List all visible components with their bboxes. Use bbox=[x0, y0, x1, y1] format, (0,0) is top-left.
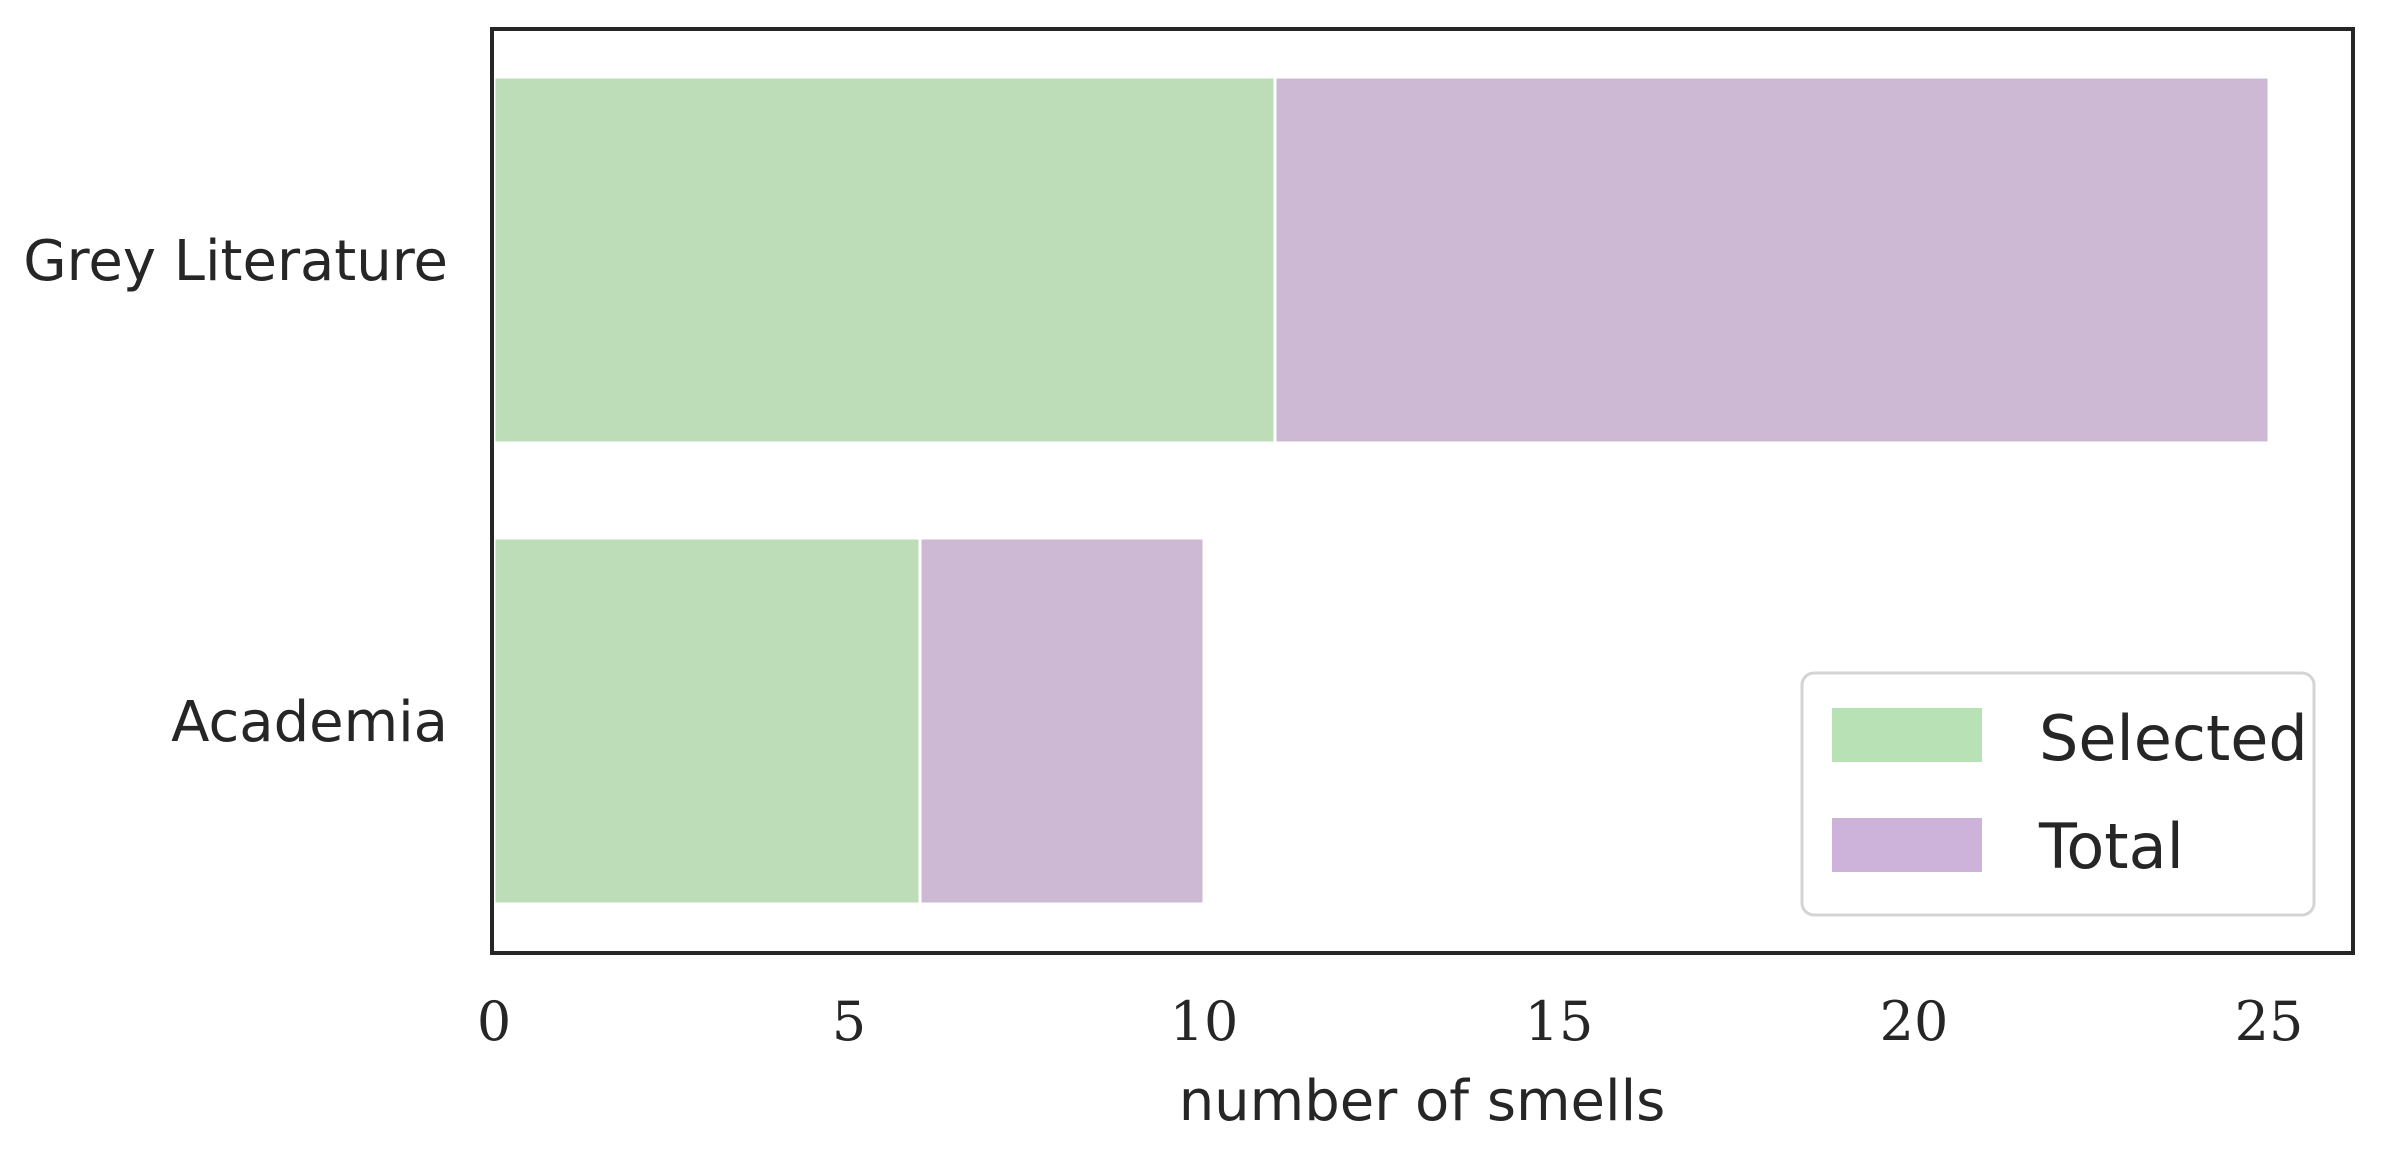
x-tick-label: 5 bbox=[832, 990, 866, 1053]
x-tick-labels: 0 5 10 15 20 25 bbox=[477, 990, 2304, 1053]
x-tick-label: 0 bbox=[477, 990, 511, 1053]
bar-selected-academia bbox=[492, 536, 922, 906]
bar-total-grey-literature bbox=[1273, 75, 2271, 445]
plot-frame bbox=[490, 27, 2355, 955]
bars-group bbox=[492, 75, 2271, 906]
y-tick-label: Grey Literature bbox=[23, 229, 448, 294]
x-tick-label: 15 bbox=[1525, 990, 1594, 1053]
legend: Selected Total bbox=[1800, 671, 2316, 917]
x-tick-label: 25 bbox=[2235, 990, 2304, 1053]
legend-swatch-selected bbox=[1832, 708, 1982, 762]
x-tick-label: 20 bbox=[1880, 990, 1949, 1053]
legend-label-selected: Selected bbox=[2039, 702, 2308, 775]
y-tick-labels: Grey Literature Academia bbox=[23, 229, 448, 755]
bar-total-academia bbox=[918, 536, 1206, 906]
y-tick-label: Academia bbox=[171, 690, 448, 755]
legend-swatch-total bbox=[1832, 818, 1982, 872]
legend-label-total: Total bbox=[2038, 810, 2184, 883]
x-tick-label: 10 bbox=[1170, 990, 1239, 1053]
bar-selected-grey-literature bbox=[492, 75, 1277, 445]
x-axis-title: number of smells bbox=[1179, 1069, 1666, 1134]
